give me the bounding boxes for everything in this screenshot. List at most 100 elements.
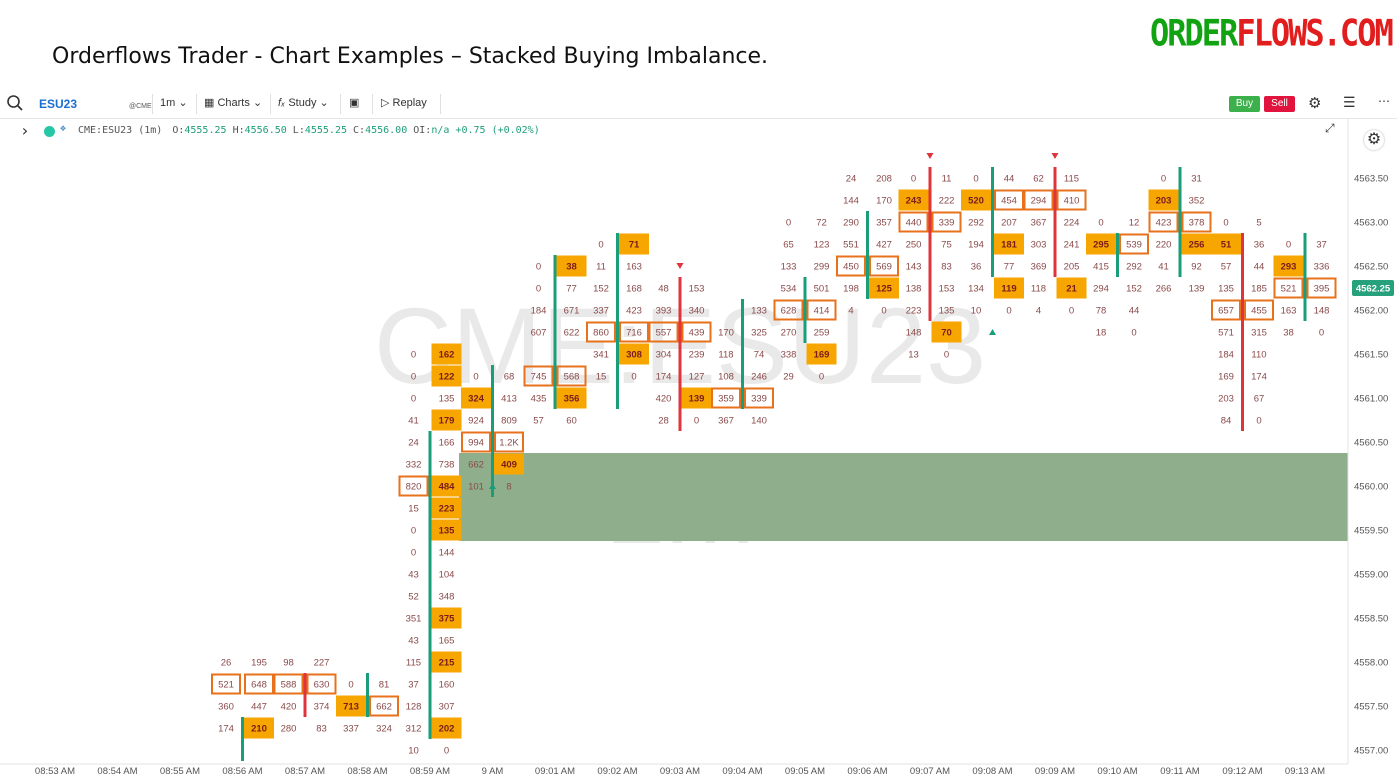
ask-volume-cell: 447 bbox=[251, 702, 267, 713]
snapshot-camera-icon[interactable]: ▣ bbox=[349, 97, 360, 109]
candle-bar bbox=[616, 233, 619, 409]
bid-volume-cell: 360 bbox=[218, 702, 234, 713]
expand-icon[interactable]: ⤢ bbox=[1325, 121, 1335, 135]
exchange-badge: @CME bbox=[129, 103, 152, 110]
chart-settings-gear-icon[interactable]: ⚙ bbox=[1364, 130, 1384, 150]
bid-volume-cell: 280 bbox=[281, 724, 297, 735]
bid-volume-cell: 184 bbox=[531, 306, 547, 317]
ask-volume-cell: 378 bbox=[1189, 218, 1205, 229]
ask-volume-cell: 454 bbox=[1001, 196, 1017, 207]
bid-volume-cell: 48 bbox=[658, 284, 669, 295]
candle-bar bbox=[553, 255, 557, 409]
bid-volume-cell: 367 bbox=[1031, 218, 1047, 229]
ask-volume-cell: 0 bbox=[631, 372, 636, 383]
bid-volume-cell: 134 bbox=[968, 284, 984, 295]
ask-volume-cell: 135 bbox=[439, 394, 455, 405]
bid-volume-cell: 174 bbox=[656, 372, 672, 383]
replay-button[interactable]: ▷ Replay bbox=[381, 96, 427, 109]
symbol-name: CME:ESU23 (1m) bbox=[78, 125, 163, 136]
bid-volume-cell: 223 bbox=[906, 306, 922, 317]
ask-volume-cell: 622 bbox=[564, 328, 580, 339]
oi-label: OI: bbox=[413, 125, 432, 136]
buy-button[interactable]: Buy bbox=[1229, 96, 1260, 112]
bid-volume-cell: 203 bbox=[1156, 196, 1172, 207]
study-button[interactable]: fₓ Study ⌄ bbox=[278, 96, 329, 109]
imbalance-fill bbox=[994, 233, 1024, 255]
candle-bar bbox=[1116, 233, 1119, 277]
candle-bar bbox=[678, 277, 682, 431]
bid-volume-cell: 924 bbox=[468, 416, 484, 427]
imbalance-fill bbox=[336, 695, 366, 717]
more-options-icon[interactable]: ⋯ bbox=[1378, 94, 1390, 108]
ask-volume-cell: 568 bbox=[564, 372, 580, 383]
layers-icon[interactable]: ☰ bbox=[1343, 94, 1356, 110]
chevron-down-icon: ⌄ bbox=[252, 97, 263, 109]
symbol-info-text: CME:ESU23 (1m) O:4555.25 H:4556.50 L:455… bbox=[78, 125, 540, 136]
ask-volume-cell: 340 bbox=[689, 306, 705, 317]
bid-volume-cell: 26 bbox=[221, 658, 232, 669]
low-label: L: bbox=[292, 125, 305, 136]
bid-volume-cell: 169 bbox=[1218, 372, 1234, 383]
ask-volume-cell: 12 bbox=[1129, 218, 1140, 229]
bid-volume-cell: 745 bbox=[531, 372, 547, 383]
bid-volume-cell: 351 bbox=[406, 614, 422, 625]
gear-icon[interactable]: ⚙ bbox=[1308, 95, 1322, 112]
low-value: 4555.25 bbox=[304, 125, 347, 136]
ask-volume-cell: 716 bbox=[626, 328, 642, 339]
bid-volume-cell: 37 bbox=[408, 680, 419, 691]
search-icon[interactable] bbox=[6, 94, 24, 115]
page-title: Orderflows Trader - Chart Examples – Sta… bbox=[52, 44, 769, 69]
bid-volume-cell: 43 bbox=[408, 636, 419, 647]
ask-volume-cell: 630 bbox=[314, 680, 330, 691]
ask-volume-cell: 409 bbox=[501, 460, 517, 471]
bid-volume-cell: 520 bbox=[968, 196, 984, 207]
collapse-chevron-icon[interactable]: › bbox=[20, 121, 30, 140]
ask-volume-cell: 165 bbox=[439, 636, 455, 647]
imbalance-outline bbox=[931, 211, 962, 233]
imbalance-outline bbox=[1148, 211, 1179, 233]
x-tick-label: 08:55 AM bbox=[160, 766, 200, 777]
imbalance-outline bbox=[869, 255, 899, 277]
ask-volume-cell: 67 bbox=[1254, 394, 1265, 405]
symbol-input[interactable]: ESU23 bbox=[39, 97, 78, 111]
ask-volume-cell: 44 bbox=[1004, 174, 1015, 185]
ask-volume-cell: 292 bbox=[1126, 262, 1142, 273]
bid-volume-cell: 713 bbox=[343, 702, 359, 713]
y-tick-label: 4559.00 bbox=[1354, 570, 1388, 581]
sell-button[interactable]: Sell bbox=[1264, 96, 1295, 112]
x-tick-label: 09:07 AM bbox=[910, 766, 950, 777]
bid-volume-cell: 41 bbox=[1158, 262, 1169, 273]
ask-volume-cell: 205 bbox=[1064, 262, 1080, 273]
bid-volume-cell: 170 bbox=[718, 328, 734, 339]
close-value: 4556.00 bbox=[365, 125, 408, 136]
imbalance-fill bbox=[806, 343, 837, 365]
candle-bar bbox=[741, 299, 744, 409]
footprint-chart[interactable]: CME:ESU23 1m 261955216483604471742109822… bbox=[0, 118, 1397, 783]
bid-volume-cell: 148 bbox=[906, 328, 922, 339]
bid-volume-cell: 534 bbox=[781, 284, 797, 295]
bid-volume-cell: 11 bbox=[596, 262, 606, 273]
x-tick-label: 09:01 AM bbox=[535, 766, 575, 777]
ask-volume-cell: 423 bbox=[626, 306, 642, 317]
interval-label: 1m bbox=[160, 97, 176, 109]
ask-volume-cell: 179 bbox=[439, 416, 455, 427]
ask-volume-cell: 241 bbox=[1064, 240, 1080, 251]
y-tick-label: 4558.00 bbox=[1354, 658, 1388, 669]
bid-volume-cell: 13 bbox=[908, 350, 919, 361]
imbalance-fill bbox=[556, 255, 587, 277]
ask-volume-cell: 539 bbox=[1126, 240, 1142, 251]
imbalance-outline bbox=[1273, 277, 1304, 299]
ask-volume-cell: 223 bbox=[439, 504, 455, 515]
interval-select[interactable]: 1m ⌄ bbox=[160, 96, 188, 109]
charts-button[interactable]: ▦ Charts ⌄ bbox=[204, 96, 262, 109]
ask-volume-cell: 356 bbox=[564, 394, 580, 405]
bid-volume-cell: 138 bbox=[906, 284, 922, 295]
candle-bar bbox=[928, 167, 932, 321]
ask-volume-cell: 110 bbox=[1251, 350, 1266, 361]
bid-volume-cell: 423 bbox=[1156, 218, 1172, 229]
bid-volume-cell: 0 bbox=[411, 350, 416, 361]
imbalance-fill bbox=[1211, 233, 1241, 255]
imbalance-outline bbox=[273, 673, 304, 695]
y-tick-label: 4562.50 bbox=[1354, 262, 1388, 273]
open-value: 4555.25 bbox=[184, 125, 227, 136]
